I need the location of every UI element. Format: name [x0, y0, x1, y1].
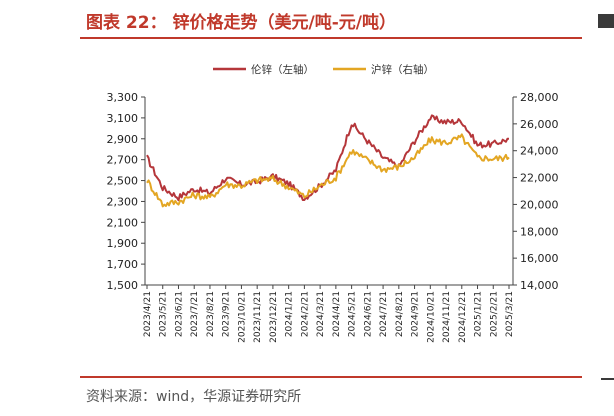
x-tick-label: 2024/7/21 [379, 291, 389, 337]
x-tick-label: 2024/6/21 [363, 291, 373, 337]
y-left-tick-label: 2,100 [107, 216, 139, 229]
edge-marker [598, 14, 614, 28]
legend-label-shfe: 沪锌（右轴） [371, 63, 434, 76]
y-left-tick-label: 1,500 [107, 279, 139, 292]
x-tick-label: 2024/5/21 [348, 291, 358, 337]
x-tick-label: 2024/11/21 [442, 291, 452, 343]
x-tick-label: 2024/10/21 [426, 291, 436, 343]
x-tick-label: 2023/7/21 [190, 291, 200, 337]
x-tick-label: 2024/3/21 [316, 291, 326, 337]
legend-label-lme: 伦锌（左轴） [251, 63, 314, 76]
y-right-tick-label: 16,000 [520, 252, 559, 265]
x-tick-label: 2023/5/21 [159, 291, 169, 337]
y-right-tick-label: 24,000 [520, 145, 559, 158]
x-tick-label: 2024/2/21 [300, 291, 310, 337]
y-left-tick-label: 3,100 [107, 112, 139, 125]
y-right-tick-label: 28,000 [520, 91, 559, 104]
y-right-tick-label: 26,000 [520, 118, 559, 131]
title-rule [80, 37, 582, 39]
x-tick-label: 2025/2/21 [489, 291, 499, 337]
x-tick-label: 2024/12/21 [458, 291, 468, 343]
x-tick-label: 2024/1/21 [285, 291, 295, 337]
x-tick-label: 2024/4/21 [332, 291, 342, 337]
y-left-tick-label: 2,900 [107, 133, 139, 146]
x-tick-label: 2024/9/21 [411, 291, 421, 337]
y-left-tick-label: 3,300 [107, 91, 139, 104]
chart-title: 图表 22： 锌价格走势（美元/吨-元/吨） [86, 13, 396, 33]
x-tick-label: 2023/8/21 [206, 291, 216, 337]
x-tick-label: 2023/4/21 [143, 291, 153, 337]
y-right-tick-label: 22,000 [520, 172, 559, 185]
y-right-tick-label: 14,000 [520, 279, 559, 292]
x-tick-label: 2023/9/21 [222, 291, 232, 337]
x-tick-label: 2023/6/21 [174, 291, 184, 337]
series-line-shfe-zinc [146, 133, 510, 208]
x-tick-label: 2025/1/21 [474, 291, 484, 337]
y-left-tick-label: 2,300 [107, 195, 139, 208]
source-note: 资料来源：wind，华源证券研究所 [86, 389, 302, 405]
y-right-tick-label: 20,000 [520, 198, 559, 211]
x-tick-label: 2023/11/21 [253, 291, 263, 343]
source-rule [80, 376, 582, 378]
y-left-tick-label: 2,700 [107, 154, 139, 167]
series-line-lme-zinc [146, 114, 509, 202]
y-left-tick-label: 2,500 [107, 175, 139, 188]
x-tick-label: 2025/3/21 [505, 291, 515, 337]
x-tick-label: 2023/12/21 [269, 291, 279, 343]
x-tick-label: 2024/8/21 [395, 291, 405, 337]
edge-marker-bottom [601, 378, 614, 380]
y-right-tick-label: 18,000 [520, 225, 559, 238]
x-tick-label: 2023/10/21 [237, 291, 247, 343]
zinc-price-chart: 1,500 1,700 1,900 2,100 2,300 2,500 2,700 2,900… [107, 63, 559, 343]
y-left-tick-label: 1,700 [107, 258, 139, 271]
y-left-tick-label: 1,900 [107, 237, 139, 250]
